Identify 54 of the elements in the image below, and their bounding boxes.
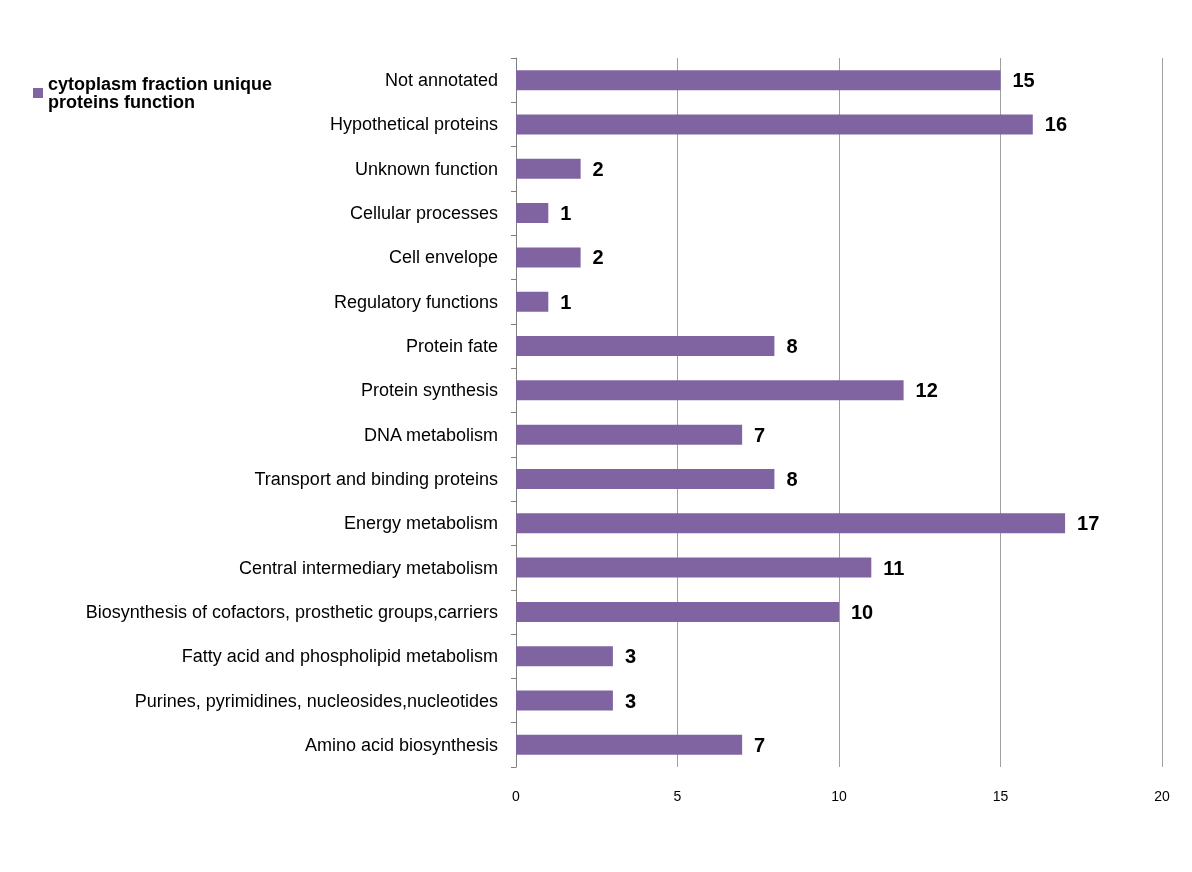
data-label: 8 <box>786 467 798 490</box>
y-tick-label: Cellular processes <box>349 203 498 224</box>
data-label: 17 <box>1077 512 1100 535</box>
y-tick-label: Purines, pyrimidines, nucleosides,nucleotides <box>134 690 498 711</box>
y-tick-label: Transport and binding proteins <box>254 468 498 489</box>
y-tick-label: Energy metabolism <box>343 513 498 534</box>
data-label: 15 <box>1012 69 1035 92</box>
y-tick-label: Biosynthesis of cofactors, prosthetic groups,carriers <box>85 601 498 622</box>
y-tick-label: Hypothetical proteins <box>329 114 498 135</box>
x-tick-label: 10 <box>831 788 847 804</box>
x-tick-label: 5 <box>673 788 682 804</box>
y-tick-label: Not annotated <box>384 70 498 91</box>
data-label: 7 <box>754 733 766 756</box>
data-label: 2 <box>592 157 604 180</box>
data-label: 3 <box>624 689 637 712</box>
bar <box>516 601 839 622</box>
data-label: 1 <box>560 290 572 313</box>
data-label: 16 <box>1044 113 1068 136</box>
legend-label: cytoplasm fraction unique proteins function <box>48 74 278 112</box>
bar <box>516 336 775 357</box>
bar <box>516 557 872 578</box>
data-label: 1 <box>560 202 572 225</box>
bar <box>516 380 904 401</box>
bar <box>516 690 613 711</box>
data-label: 7 <box>754 423 766 446</box>
bar <box>516 646 613 667</box>
x-tick-label: 15 <box>992 788 1009 804</box>
y-tick-label: Amino acid biosynthesis <box>304 734 498 755</box>
data-label: 2 <box>592 246 604 269</box>
y-tick-label: Fatty acid and phospholipid metabolism <box>181 646 498 667</box>
y-tick-label: Unknown function <box>354 158 498 179</box>
data-label: 11 <box>883 556 905 579</box>
bar <box>516 70 1001 91</box>
y-tick-label: Central intermediary metabolism <box>238 557 498 578</box>
x-tick-label: 20 <box>1154 788 1170 804</box>
bar <box>516 114 1033 135</box>
bar <box>516 424 743 445</box>
y-tick-label: Regulatory functions <box>333 291 498 312</box>
y-tick-label: DNA metabolism <box>363 424 498 445</box>
bar <box>516 468 775 489</box>
data-label: 3 <box>624 645 637 668</box>
y-tick-label: Protein fate <box>405 336 498 357</box>
bar <box>516 203 549 224</box>
y-tick-label: Protein synthesis <box>360 380 498 401</box>
x-tick-label: 0 <box>512 788 521 804</box>
y-tick-label: Cell envelope <box>388 247 498 268</box>
bar <box>516 513 1066 534</box>
data-label: 8 <box>786 335 798 358</box>
bar <box>516 291 549 312</box>
data-label: 12 <box>915 379 938 402</box>
bar <box>516 247 581 268</box>
bar <box>516 734 743 755</box>
data-label: 10 <box>851 600 874 623</box>
bar <box>516 158 581 179</box>
